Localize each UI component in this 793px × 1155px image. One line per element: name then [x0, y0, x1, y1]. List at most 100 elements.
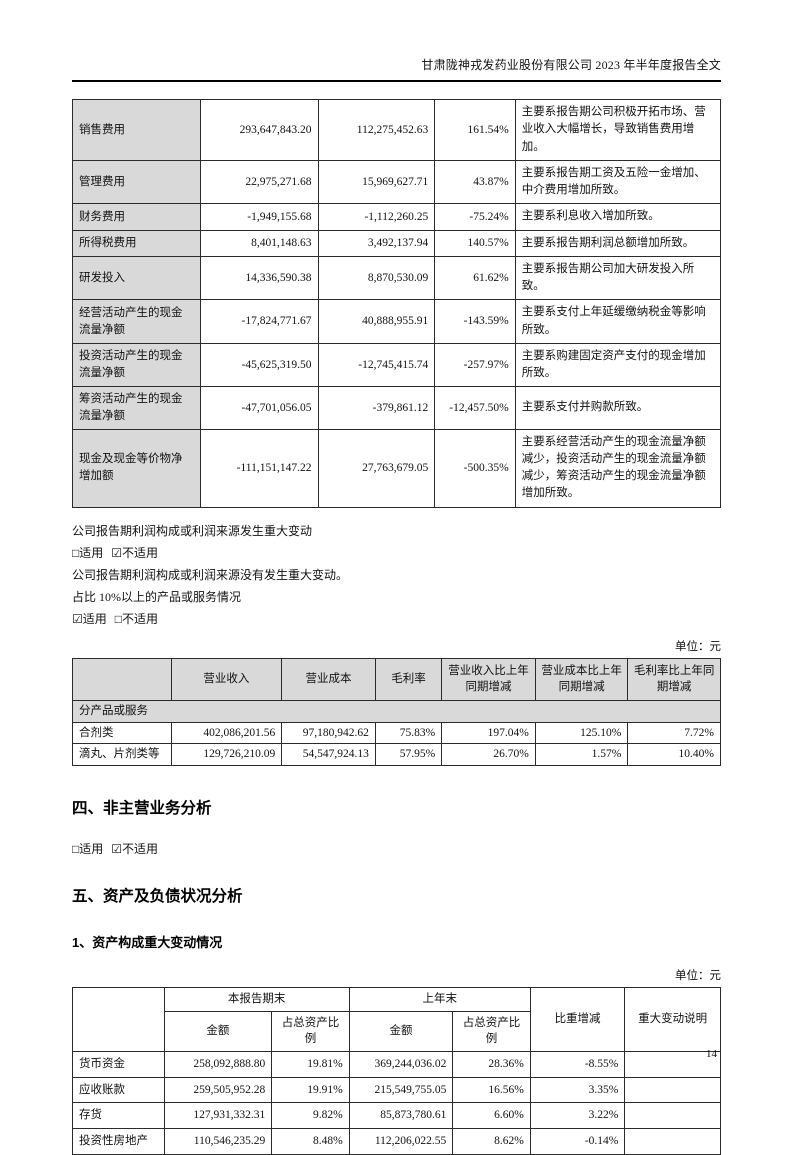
asset-amount: 259,505,952.28 [163, 1076, 273, 1104]
expense-current: -111,151,147.22 [199, 428, 319, 508]
expense-change: -12,457.50% [434, 386, 516, 430]
product-label: 合剂类 [72, 721, 172, 745]
expense-label: 销售费用 [72, 99, 201, 161]
profit-change-statement: 公司报告期利润构成或利润来源发生重大变动 [72, 523, 313, 538]
expense-label: 财务费用 [72, 203, 201, 231]
expense-change: -75.24% [434, 203, 516, 231]
table-row: 管理费用 22,975,271.68 15,969,627.71 43.87% … [72, 159, 722, 205]
expense-current: -17,824,771.67 [199, 299, 319, 344]
expense-reason: 主要系报告期工资及五险一金增加、中介费用增加所致。 [514, 159, 722, 205]
checkbox-checked-not-applicable: ☑不适用 [111, 545, 159, 560]
asset-ratio: 9.82% [271, 1102, 350, 1129]
expense-label: 现金及现金等价物净增加额 [72, 428, 201, 508]
table-row: 投资活动产生的现金流量净额 -45,625,319.50 -12,745,415… [72, 342, 722, 388]
table-header-row: 本报告期末 上年末 比重增减 重大变动说明 [72, 986, 721, 1052]
unit-label: 单位：元 [675, 640, 721, 653]
col-major-change-note: 重大变动说明 [624, 986, 721, 1052]
expense-label: 筹资活动产生的现金流量净额 [72, 386, 201, 430]
expense-change: 140.57% [434, 229, 516, 257]
table-row: 筹资活动产生的现金流量净额 -47,701,056.05 -379,861.12… [72, 386, 722, 430]
asset-prior-ratio: 8.62% [452, 1127, 531, 1155]
product-cost: 97,180,942.62 [281, 721, 376, 745]
expense-change: 61.62% [434, 255, 516, 301]
product-cost: 54,547,924.13 [281, 743, 376, 766]
expense-reason: 主要系支付上年延缓缴纳税金等影响所致。 [514, 299, 722, 344]
asset-amount: 258,092,888.80 [163, 1050, 273, 1078]
asset-composition-table: 本报告期末 上年末 比重增减 重大变动说明 金额 占总资产比例 金额 占总资产比… [72, 986, 721, 1155]
col-current-period: 本报告期末 [163, 986, 350, 1012]
profit-change-section: 公司报告期利润构成或利润来源发生重大变动 □适用 ☑不适用 公司报告期利润构成或利… [72, 520, 721, 630]
table-row: 销售费用 293,647,843.20 112,275,452.63 161.5… [72, 99, 722, 161]
asset-prior-amount: 215,549,755.05 [348, 1076, 454, 1104]
checkbox-unchecked-applicable: □适用 [72, 545, 104, 560]
asset-ratio-change: -0.14% [529, 1127, 626, 1155]
col-cost-change: 营业成本比上年同期增减 [534, 657, 629, 701]
product-revenue: 129,726,210.09 [170, 743, 283, 766]
table-row: 研发投入 14,336,590.38 8,870,530.09 61.62% 主… [72, 255, 722, 301]
product-cost-change: 125.10% [534, 721, 629, 745]
asset-label: 应收账款 [72, 1076, 165, 1104]
asset-prior-amount: 369,244,036.02 [348, 1050, 454, 1078]
asset-label: 存货 [72, 1102, 165, 1129]
table-header-row: 营业收入 营业成本 毛利率 营业收入比上年同期增减 营业成本比上年同期增减 毛利… [72, 657, 721, 701]
expense-reason: 主要系报告期公司加大研发投入所致。 [514, 255, 722, 301]
asset-label: 投资性房地产 [72, 1127, 165, 1155]
table-row: 所得税费用 8,401,148.63 3,492,137.94 140.57% … [72, 229, 722, 257]
asset-note [624, 1127, 721, 1155]
expense-label: 投资活动产生的现金流量净额 [72, 342, 201, 388]
col-ratio-change: 比重增减 [529, 986, 626, 1052]
asset-prior-ratio: 28.36% [452, 1050, 531, 1078]
table-row: 财务费用 -1,949,155.68 -1,112,260.25 -75.24%… [72, 203, 722, 231]
expense-reason: 主要系报告期利润总额增加所致。 [514, 229, 722, 257]
checkbox-checked-not-applicable: ☑不适用 [111, 841, 159, 856]
asset-amount: 127,931,332.31 [163, 1102, 273, 1129]
asset-ratio-change: 3.35% [529, 1076, 626, 1104]
product-service-table: 营业收入 营业成本 毛利率 营业收入比上年同期增减 营业成本比上年同期增减 毛利… [72, 657, 721, 766]
report-header-title: 甘肃陇神戎发药业股份有限公司 2023 年半年度报告全文 [72, 56, 721, 82]
expense-current: 293,647,843.20 [199, 99, 319, 161]
checkbox-unchecked-not-applicable: □不适用 [114, 611, 159, 626]
expense-prior: 8,870,530.09 [317, 255, 436, 301]
applicability-line: □适用 ☑不适用 [72, 542, 721, 564]
profit-no-change-statement: 公司报告期利润构成或利润来源没有发生重大变动。 [72, 567, 349, 582]
asset-ratio: 8.48% [271, 1127, 350, 1155]
expense-reason: 主要系利息收入增加所致。 [514, 203, 722, 231]
applicability-line: □适用 ☑不适用 [72, 838, 721, 860]
products-over-10pct-statement: 占比 10%以上的产品或服务情况 [72, 589, 241, 604]
table-row: 滴丸、片剂类等 129,726,210.09 54,547,924.13 57.… [72, 743, 721, 766]
section-5-title: 五、资产及负债状况分析 [72, 887, 243, 905]
checkbox-unchecked-applicable: □适用 [72, 841, 104, 856]
expense-current: -1,949,155.68 [199, 203, 319, 231]
expense-prior: 27,763,679.05 [317, 428, 436, 508]
expense-reason: 主要系购建固定资产支付的现金增加所致。 [514, 342, 722, 388]
col-revenue-change: 营业收入比上年同期增减 [441, 657, 536, 701]
expense-label: 经营活动产生的现金流量净额 [72, 299, 201, 344]
asset-note [624, 1050, 721, 1078]
asset-ratio-change: 3.22% [529, 1102, 626, 1129]
col-ratio: 占总资产比例 [271, 1010, 350, 1052]
group-label: 分产品或服务 [72, 699, 721, 723]
product-label: 滴丸、片剂类等 [72, 743, 172, 766]
asset-label: 货币资金 [72, 1050, 165, 1078]
col-revenue: 营业收入 [170, 657, 283, 701]
expense-prior: -379,861.12 [317, 386, 436, 430]
asset-prior-amount: 112,206,022.55 [348, 1127, 454, 1155]
expense-change: -143.59% [434, 299, 516, 344]
expense-label: 管理费用 [72, 159, 201, 205]
col-cost: 营业成本 [281, 657, 376, 701]
asset-prior-amount: 85,873,780.61 [348, 1102, 454, 1129]
product-margin: 75.83% [374, 721, 443, 745]
blank-header-cell [72, 986, 165, 1052]
expense-current: -45,625,319.50 [199, 342, 319, 388]
asset-amount: 110,546,235.29 [163, 1127, 273, 1155]
expense-current: -47,701,056.05 [199, 386, 319, 430]
unit-label: 单位：元 [675, 969, 721, 982]
table-row: 存货 127,931,332.31 9.82% 85,873,780.61 6.… [72, 1102, 721, 1129]
product-revenue-change: 197.04% [441, 721, 536, 745]
col-margin-change: 毛利率比上年同期增减 [627, 657, 721, 701]
table-row: 现金及现金等价物净增加额 -111,151,147.22 27,763,679.… [72, 428, 722, 508]
product-margin-change: 10.40% [627, 743, 721, 766]
expense-current: 14,336,590.38 [199, 255, 319, 301]
col-margin: 毛利率 [374, 657, 443, 701]
asset-ratio-change: -8.55% [529, 1050, 626, 1078]
